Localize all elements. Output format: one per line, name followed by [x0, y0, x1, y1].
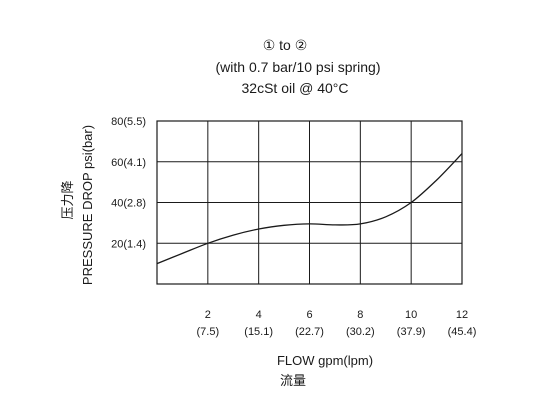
x-axis-label: FLOW gpm(lpm): [277, 353, 373, 368]
y-tick-labels: 20(1.4) 40(2.8) 60(4.1) 80(5.5): [111, 116, 146, 250]
x-tick-label: 6: [306, 309, 312, 321]
title-line-1: ① to ②: [263, 37, 308, 53]
y-axis-label: PRESSURE DROP psi(bar): [80, 125, 95, 285]
title-line-2: (with 0.7 bar/10 psi spring): [216, 59, 381, 75]
x-tick-sublabel: (37.9): [397, 326, 426, 338]
series-line: [156, 153, 463, 265]
x-tick-label: 4: [256, 309, 262, 321]
x-tick-label: 2: [205, 309, 211, 321]
x-tick-labels: 2 (7.5) 4 (15.1) 6 (22.7) 8 (30.2) 10 (37.9) 12 (45…: [197, 309, 477, 338]
x-tick-label: 8: [357, 309, 363, 321]
x-axis-label-cn: 流量: [280, 373, 306, 388]
y-tick-label: 40(2.8): [111, 198, 146, 210]
x-tick-sublabel: (15.1): [244, 326, 273, 338]
plot-frame: [156, 120, 463, 285]
x-tick-sublabel: (7.5): [197, 326, 220, 338]
y-tick-label: 60(4.1): [111, 157, 146, 169]
x-tick-label: 12: [456, 309, 468, 321]
y-tick-label: 80(5.5): [111, 116, 146, 128]
title-line-3: 32cSt oil @ 40°C: [242, 80, 349, 96]
y-tick-label: 20(1.4): [111, 238, 146, 250]
grid: [157, 120, 463, 284]
x-tick-sublabel: (30.2): [346, 326, 375, 338]
y-axis-label-cn: 压力降: [60, 180, 75, 219]
x-tick-sublabel: (45.4): [448, 326, 477, 338]
x-tick-label: 10: [405, 309, 417, 321]
chart-title: ① to ② (with 0.7 bar/10 psi spring) 32cS…: [216, 37, 381, 96]
x-tick-sublabel: (22.7): [295, 326, 324, 338]
